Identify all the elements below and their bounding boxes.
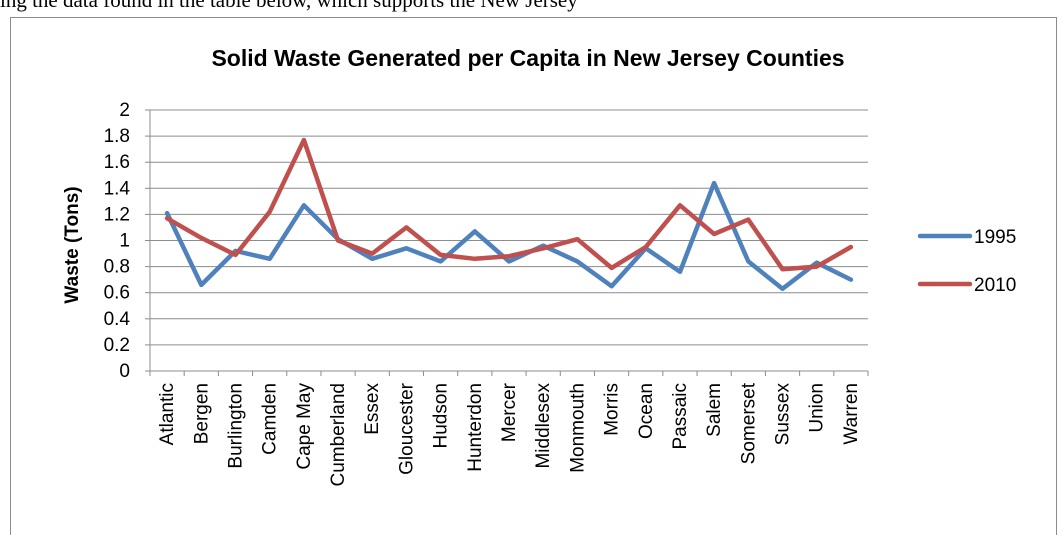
x-tick-label: Essex <box>362 383 383 435</box>
y-tick-label: 0.6 <box>104 283 130 304</box>
document-text-line: ing the data found in the table below, w… <box>0 0 578 12</box>
x-tick-label: Sussex <box>773 383 794 446</box>
x-tick-label: Middlesex <box>533 383 554 469</box>
x-tick-label: Atlantic <box>157 383 178 445</box>
y-tick-label: 0.2 <box>104 335 130 356</box>
x-axis: Atlantic Bergen Burlington Camden Cape May Cu… <box>149 370 869 487</box>
y-tick-label: 2 <box>119 100 130 121</box>
x-tick-label: Salem <box>704 383 725 437</box>
y-tick-label: 1.6 <box>104 152 130 173</box>
chart-title: Solid Waste Generated per Capita in New … <box>211 45 844 71</box>
x-tick-label: Monmouth <box>567 383 588 473</box>
chart-frame <box>10 17 1057 535</box>
y-gridlines <box>150 109 868 372</box>
y-tick-label: 1.4 <box>104 178 131 199</box>
y-tick-label: 0.4 <box>104 309 131 330</box>
legend: 1995 2010 <box>917 227 1016 296</box>
x-tick-label: Burlington <box>225 383 246 469</box>
y-tick-label: 1 <box>119 231 130 252</box>
x-tick-label: Morris <box>602 383 623 436</box>
x-tick-label: Union <box>807 383 828 433</box>
series-lines <box>164 137 854 292</box>
x-tick-label: Cumberland <box>328 383 349 487</box>
y-axis-label: Waste (Tons) <box>62 186 83 303</box>
x-tick-label: Camden <box>260 383 281 455</box>
x-tick-label: Warren <box>841 383 862 445</box>
x-tick-label: Somerset <box>738 382 759 464</box>
y-tick-label: 1.2 <box>104 204 130 225</box>
x-tick-label: Hunterdon <box>465 383 486 472</box>
x-tick-label: Mercer <box>499 382 520 442</box>
x-tick-label: Passaic <box>670 383 691 450</box>
x-tick-label: Hudson <box>431 383 452 449</box>
y-tick-label: 0.8 <box>104 257 130 278</box>
x-tick-label: Bergen <box>191 383 212 444</box>
legend-label: 2010 <box>974 275 1016 296</box>
series-line-1995 <box>164 180 854 292</box>
y-axis: 0 0.2 0.4 0.6 0.8 1 1.2 1.4 1.6 1.8 2 <box>104 100 151 382</box>
y-tick-label: 0 <box>119 361 130 382</box>
x-tick-label: Gloucester <box>396 382 417 475</box>
series-line-2010 <box>164 137 854 272</box>
y-tick-label: 1.8 <box>104 126 130 147</box>
x-tick-label: Ocean <box>636 383 657 439</box>
x-tick-label: Cape May <box>294 383 315 470</box>
legend-label: 1995 <box>974 227 1016 248</box>
